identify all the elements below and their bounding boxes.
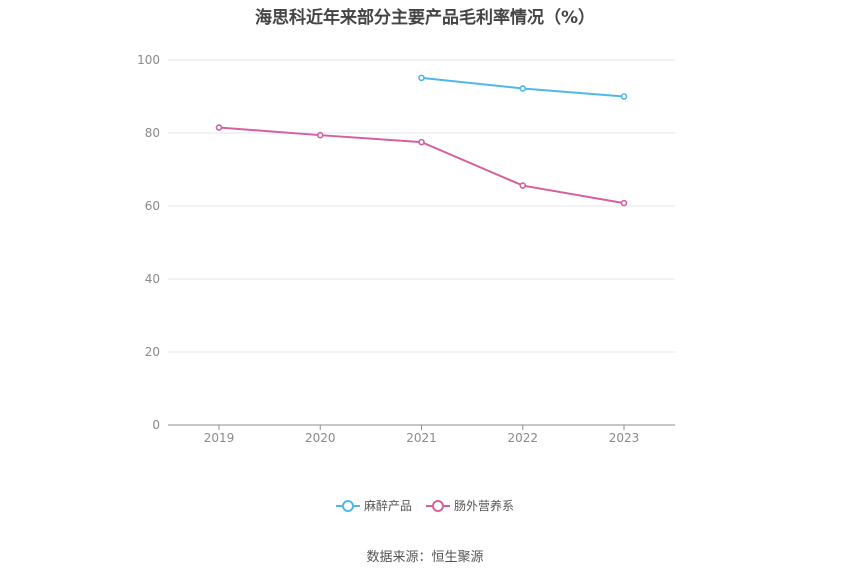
data-point xyxy=(620,199,628,207)
legend-label: 肠外营养系 xyxy=(454,499,515,513)
chart-title: 海思科近年来部分主要产品毛利率情况（%） xyxy=(254,8,596,28)
y-tick-label: 40 xyxy=(145,272,160,286)
source-note: 数据来源：恒生聚源 xyxy=(366,550,484,565)
data-point xyxy=(519,182,527,189)
y-tick-label: 100 xyxy=(137,53,160,67)
legend-item[interactable]: 肠外营养系 xyxy=(426,497,514,514)
legend-marker-icon xyxy=(335,499,360,512)
data-point xyxy=(316,131,324,139)
data-point xyxy=(519,85,527,92)
y-tick-label: 0 xyxy=(152,418,160,432)
y-tick-label: 80 xyxy=(145,126,160,140)
data-point xyxy=(215,124,223,131)
legend-marker-icon xyxy=(426,499,450,512)
data-point xyxy=(418,138,425,146)
axis-layer: 0 20 40 60 80 100 2019 2020 2021 2022 2023 xyxy=(137,53,675,445)
y-tick-label: 60 xyxy=(145,199,160,213)
grid-layer xyxy=(168,59,675,353)
data-point xyxy=(620,93,628,100)
legend-label: 麻醉产品 xyxy=(363,499,412,513)
series-layer xyxy=(215,74,628,207)
x-tick-label: 2021 xyxy=(406,431,437,445)
x-tick-label: 2022 xyxy=(507,431,538,445)
x-tick-label: 2019 xyxy=(204,431,235,445)
x-tick-label: 2020 xyxy=(305,431,336,445)
legend-item[interactable]: 麻醉产品 xyxy=(335,497,412,514)
legend: 麻醉产品 肠外营养系 xyxy=(0,497,850,514)
y-tick-label: 20 xyxy=(145,345,160,359)
x-tick-label: 2023 xyxy=(609,431,640,445)
data-point xyxy=(418,74,425,82)
